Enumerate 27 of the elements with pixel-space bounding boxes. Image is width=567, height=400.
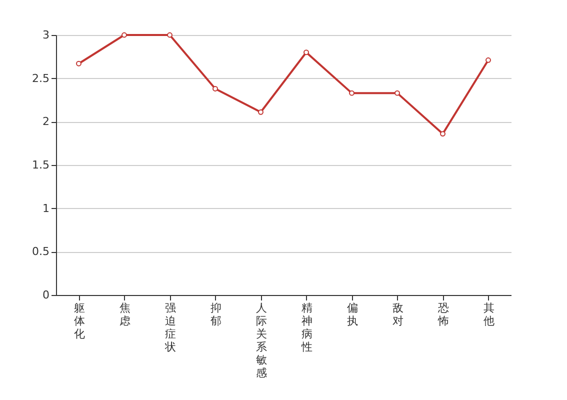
x-tick-label: 躯体化 bbox=[74, 302, 85, 340]
point bbox=[212, 86, 218, 92]
y-tick-label: 2.5 bbox=[32, 72, 50, 85]
y-tick-label: 1 bbox=[42, 202, 50, 215]
point bbox=[349, 90, 354, 96]
y-tick-label: 1.5 bbox=[32, 158, 50, 172]
x-tick-label: 偏执 bbox=[346, 302, 358, 328]
x-tick-label: 精神病性 bbox=[300, 302, 312, 354]
x-tick-label: 其他 bbox=[483, 302, 494, 328]
y-tick-label: 0 bbox=[42, 288, 50, 302]
point bbox=[440, 131, 446, 137]
x-tick-label: 抑郁 bbox=[210, 302, 222, 328]
point bbox=[486, 57, 491, 63]
point bbox=[258, 109, 264, 115]
x-tick-label: 敌对 bbox=[392, 302, 404, 328]
x-tick-label: 人际关系敏感 bbox=[256, 302, 267, 380]
point bbox=[167, 32, 172, 38]
point bbox=[304, 50, 309, 56]
point bbox=[122, 32, 127, 38]
y-tick-label: 3 bbox=[42, 28, 50, 42]
y-tick-label: 2 bbox=[42, 115, 50, 128]
point bbox=[394, 90, 400, 96]
point bbox=[76, 60, 82, 66]
y-tick-label: 0.5 bbox=[32, 245, 50, 258]
x-tick-label: 强迫症状 bbox=[164, 302, 176, 354]
x-tick-label: 恐怖 bbox=[436, 302, 449, 328]
x-tick-label: 焦虑 bbox=[119, 302, 130, 328]
